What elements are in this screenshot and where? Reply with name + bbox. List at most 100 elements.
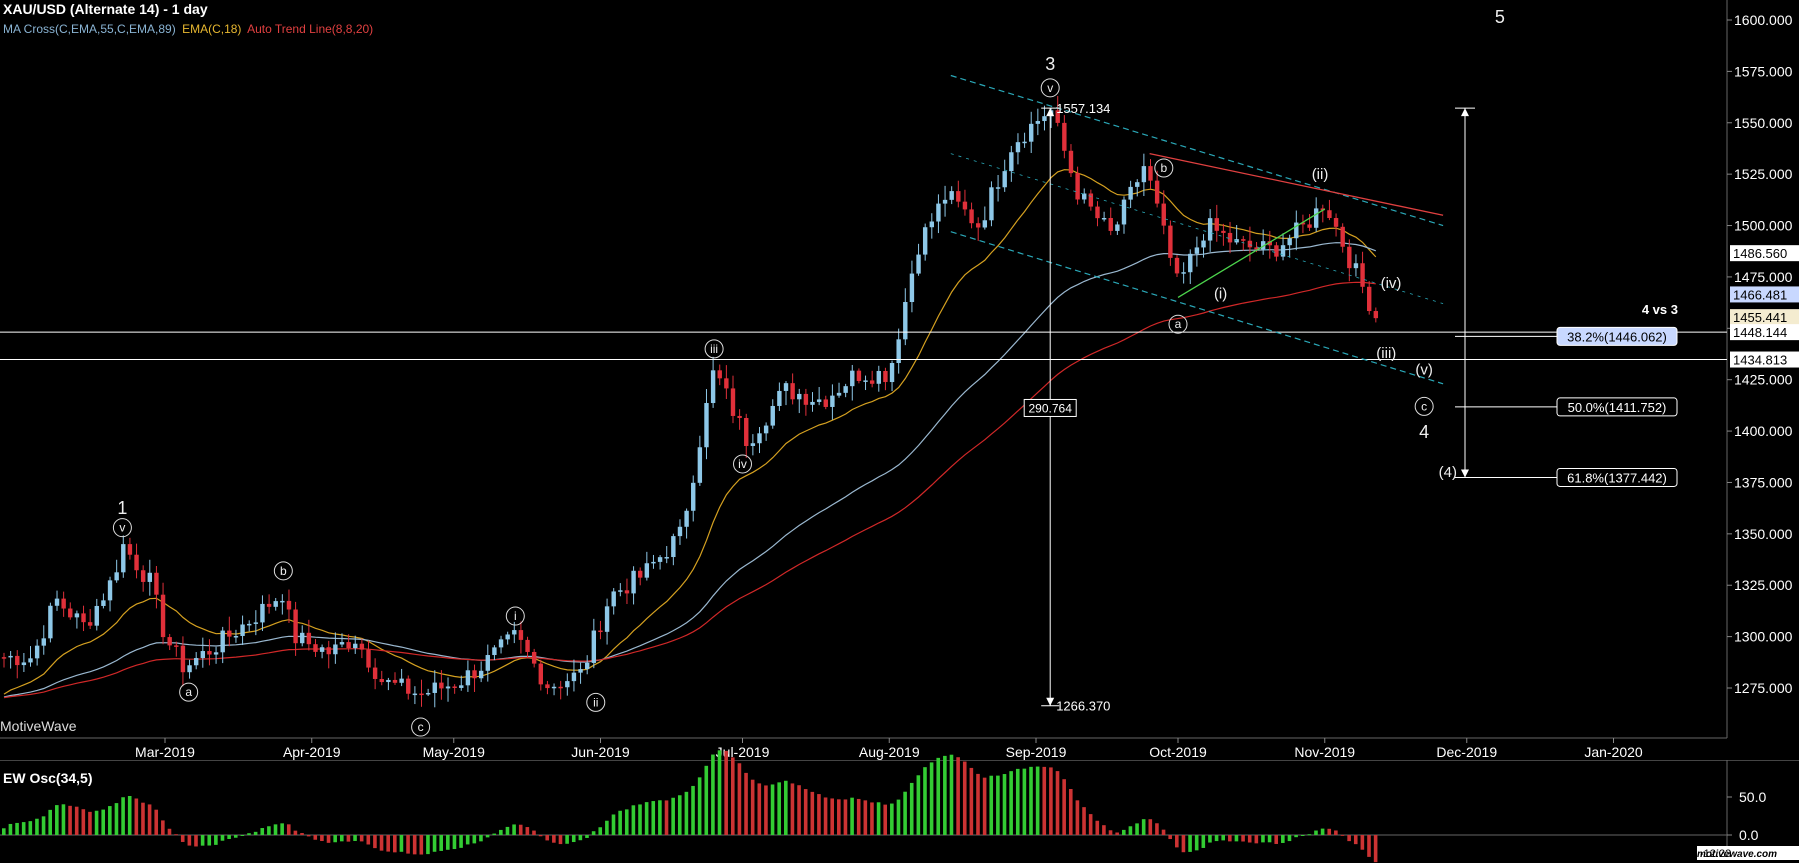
osc-bar: [1347, 835, 1351, 842]
candle-body: [922, 227, 928, 255]
measure-range-label: 290.764: [1029, 401, 1073, 415]
candle-body: [1009, 152, 1014, 172]
osc-bar: [883, 804, 888, 835]
osc-bar: [1055, 771, 1060, 835]
candle-body: [598, 630, 603, 633]
candle-body: [1042, 116, 1047, 122]
candle-body: [319, 647, 325, 652]
motivewave-corner-logo: motivewave.com: [1697, 849, 1777, 860]
osc-bar: [677, 795, 682, 835]
osc-bar: [1314, 830, 1318, 835]
candle-body: [1101, 217, 1107, 220]
osc-bar: [578, 835, 583, 841]
candle-body: [300, 632, 305, 644]
x-tick-label: Jul-2019: [716, 744, 770, 760]
wave-label-circle: [505, 606, 525, 626]
candle-body: [101, 600, 106, 606]
candle-body: [107, 580, 113, 601]
wave-label: (iii): [1376, 345, 1396, 362]
y-tick-label: 1275.000: [1734, 680, 1793, 696]
candle-body: [498, 639, 504, 648]
osc-bar: [525, 827, 530, 835]
wave-label-circle: [704, 339, 724, 359]
osc-bar: [744, 772, 748, 835]
candle-body: [326, 647, 331, 655]
candle-body: [929, 221, 935, 228]
candle-body: [1181, 272, 1186, 274]
candle-body: [8, 655, 13, 658]
osc-bar: [1029, 766, 1033, 835]
osc-bar: [55, 805, 59, 835]
candle-body: [558, 686, 563, 689]
candle-body: [889, 363, 895, 383]
candle-body: [757, 433, 762, 444]
y-tick-label: 1475.000: [1734, 269, 1793, 285]
time-axis[interactable]: Mar-2019 Apr-2019 May-2019 Jun-2019 Jul-2019…: [135, 738, 1643, 760]
osc-bar: [88, 811, 92, 835]
candle-body: [505, 634, 510, 640]
osc-bar: [1267, 835, 1272, 843]
fib-title: 4 vs 3: [1642, 302, 1678, 317]
candle-body: [1035, 121, 1041, 124]
channel-lower-line: [950, 231, 1444, 385]
x-tick-label: Sep-2019: [1006, 744, 1067, 760]
osc-bar: [1148, 819, 1153, 835]
osc-bar: [267, 826, 271, 835]
osc-bar: [366, 835, 371, 845]
osc-bar: [446, 835, 450, 850]
y-tick-label: 1425.000: [1734, 372, 1793, 388]
osc-bar: [1121, 829, 1126, 835]
candle-body: [187, 665, 192, 673]
candle-body: [492, 647, 497, 656]
osc-bar: [1075, 800, 1080, 835]
candle-body: [843, 386, 848, 393]
wave-label: 3: [1045, 54, 1055, 74]
candle-body: [1154, 180, 1160, 204]
osc-bar: [1261, 835, 1265, 843]
auto-trend-line: [1149, 152, 1444, 216]
candle-body: [372, 667, 378, 679]
indicator-legend[interactable]: MA Cross(C,EMA,55,C,EMA,89) EMA(C,18) Au…: [3, 22, 373, 36]
candlesticks[interactable]: [1, 95, 1379, 708]
wave-label: b: [1160, 161, 1167, 175]
drawing-tools[interactable]: 1557.134 1266.370 290.764 4 vs 3 38.2%(1446.…: [0, 7, 1727, 737]
candle-body: [1148, 166, 1153, 181]
candle-body: [1174, 257, 1180, 274]
candle-body: [160, 594, 166, 638]
candle-body: [1002, 171, 1007, 188]
osc-bar: [1360, 835, 1365, 850]
y-tick-label: 1400.000: [1734, 423, 1793, 439]
candle-body: [830, 395, 835, 407]
candle-body: [280, 600, 285, 603]
osc-bar: [949, 754, 954, 835]
candle-body: [174, 645, 179, 647]
osc-bar: [1247, 835, 1252, 843]
candle-body: [286, 600, 292, 610]
y-tick-label: 1300.000: [1734, 629, 1793, 645]
candle-body: [1135, 182, 1140, 187]
candle-body: [638, 570, 643, 578]
candle-body: [717, 370, 722, 379]
osc-bar: [598, 827, 603, 835]
ema-89-line: [3, 281, 1376, 699]
candle-body: [1062, 122, 1067, 151]
candle-body: [1366, 286, 1372, 312]
osc-bar: [280, 823, 284, 835]
price-axis-tag: [1730, 351, 1799, 368]
osc-bar: [35, 818, 39, 835]
osc-bar: [1281, 835, 1285, 843]
candle-body: [1115, 224, 1120, 231]
osc-bar: [154, 809, 159, 835]
osc-bar: [651, 801, 656, 835]
wave-label-circle: [1414, 396, 1434, 416]
candle-body: [545, 684, 550, 689]
price-axis[interactable]: 1600.000 1575.000 1550.000 1525.000 1500.000…: [1727, 12, 1799, 696]
osc-bar: [1128, 826, 1133, 835]
candle-body: [134, 554, 139, 571]
osc-bar: [180, 835, 185, 842]
candle-body: [1353, 263, 1359, 269]
candle-body: [1095, 206, 1100, 219]
candle-body: [624, 590, 630, 594]
